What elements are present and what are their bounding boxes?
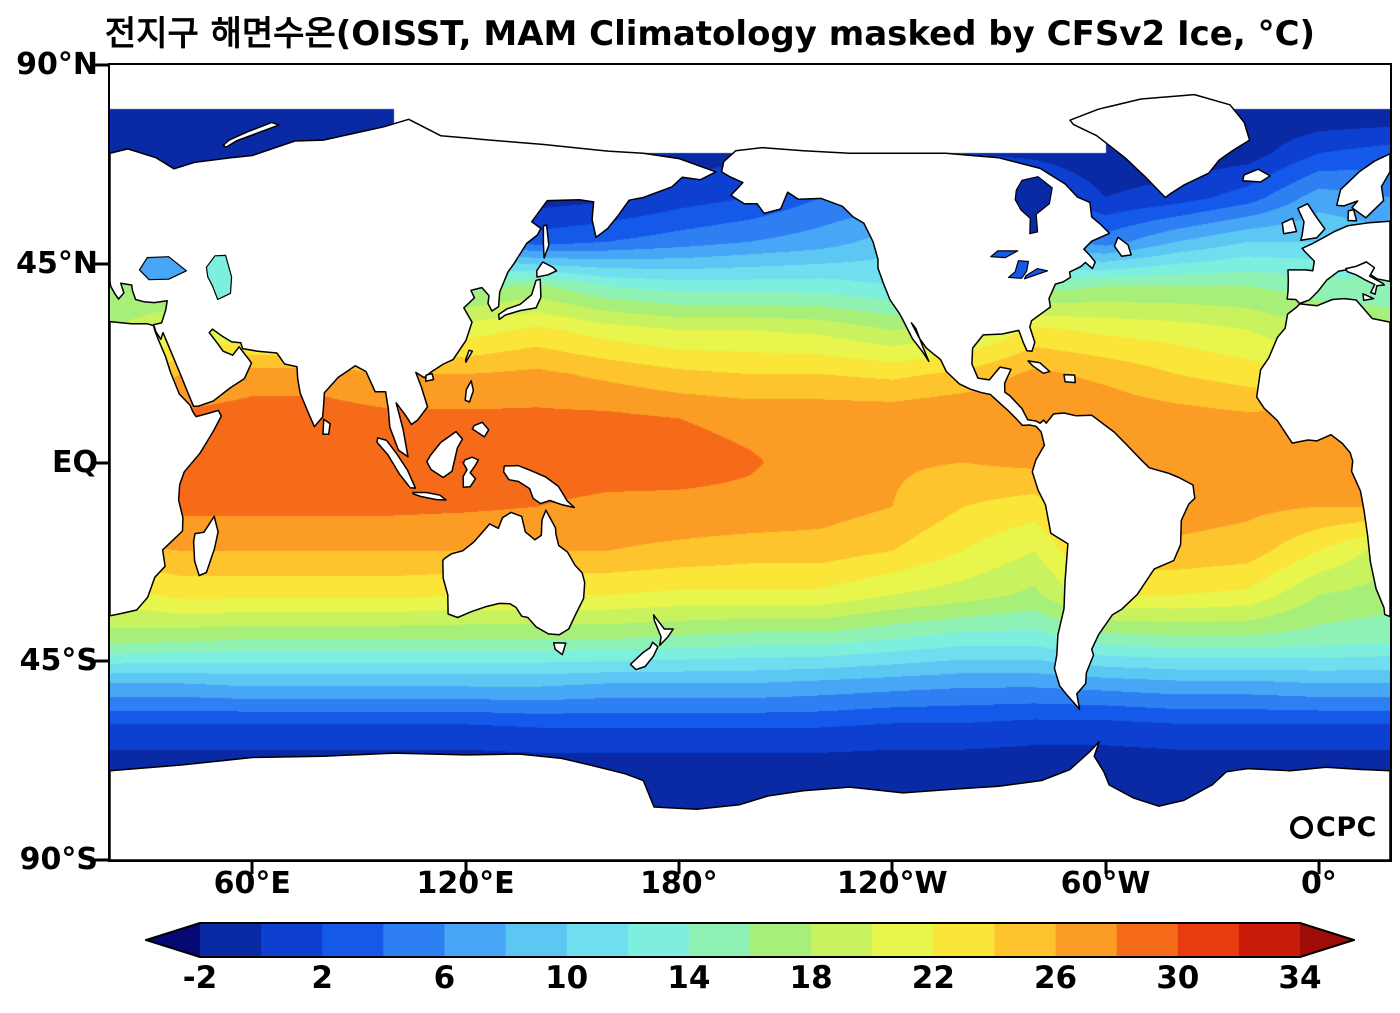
colorbar-tick-label: 18 bbox=[789, 960, 833, 996]
landmass-ireland bbox=[1281, 217, 1298, 235]
landmass-italy bbox=[1345, 261, 1386, 295]
landmass-mindanao bbox=[471, 421, 490, 438]
landmass-sakhalin bbox=[542, 224, 550, 259]
colorbar-band bbox=[811, 922, 873, 958]
x-axis-tick bbox=[890, 861, 894, 874]
landmass-scandinavia bbox=[1335, 153, 1390, 219]
colorbar-band bbox=[383, 922, 446, 958]
colorbar-tick-label: 6 bbox=[433, 960, 456, 996]
landmass-nz-south bbox=[629, 641, 659, 671]
colorbar-tick-label: 2 bbox=[311, 960, 334, 996]
lake-black_sea bbox=[138, 256, 187, 281]
x-axis-tick bbox=[1104, 861, 1108, 874]
colorbar-band bbox=[444, 922, 507, 958]
map-plot: CPC bbox=[108, 63, 1392, 862]
landmass-novaya-zemlya bbox=[222, 121, 280, 148]
landmass-antarctica bbox=[110, 740, 1390, 860]
colorbar-over-arrow bbox=[1300, 922, 1355, 958]
colorbar-outline bbox=[145, 922, 1355, 958]
landmass-luzon bbox=[464, 380, 475, 403]
landmass-eurasia bbox=[110, 118, 717, 458]
colorbar-tick-label: 30 bbox=[1156, 960, 1200, 996]
figure-title: 전지구 해면수온(OISST, MAM Climatology masked b… bbox=[104, 14, 1316, 54]
colorbar-band bbox=[1177, 922, 1240, 958]
colorbar-tick-label: 26 bbox=[1033, 960, 1078, 996]
colorbar-band bbox=[627, 922, 690, 958]
y-axis-label: 90°N bbox=[16, 46, 98, 82]
colorbar-under-arrow bbox=[145, 922, 200, 958]
colorbar-band bbox=[566, 922, 629, 958]
colorbar-band bbox=[750, 922, 812, 958]
colorbar-band bbox=[322, 922, 384, 958]
colorbar-tick-label: 10 bbox=[545, 960, 589, 996]
lake-great_lakes bbox=[1023, 268, 1049, 280]
landmass-madagascar bbox=[192, 515, 219, 577]
landmass-iceland bbox=[1242, 168, 1271, 183]
y-axis-tick bbox=[95, 659, 108, 663]
colorbar-band bbox=[261, 922, 323, 958]
globe-icon bbox=[1290, 816, 1313, 839]
y-axis-tick bbox=[95, 262, 108, 266]
x-axis-tick bbox=[1317, 861, 1321, 874]
landmass-sicily bbox=[1362, 293, 1375, 302]
lake-great_lakes bbox=[1007, 260, 1029, 279]
landmass-sulawesi bbox=[462, 456, 480, 488]
y-axis-label: 90°S bbox=[19, 841, 98, 877]
colorbar-band bbox=[1055, 922, 1118, 958]
colorbar bbox=[145, 922, 1355, 958]
landmass-europe-west bbox=[1286, 220, 1390, 305]
cpc-logo: CPC bbox=[1290, 812, 1377, 843]
coastline-layer bbox=[110, 93, 1390, 860]
landmass-australia bbox=[442, 509, 586, 636]
x-axis-tick bbox=[677, 861, 681, 874]
landmass-newfoundland bbox=[1113, 236, 1132, 257]
y-axis-tick bbox=[95, 858, 108, 862]
colorbar-band bbox=[688, 922, 751, 958]
landmass-greenland bbox=[1069, 93, 1251, 199]
y-axis-label: 45°S bbox=[19, 643, 98, 679]
colorbar-band bbox=[200, 922, 262, 958]
colorbar-tick-label: 14 bbox=[667, 960, 711, 996]
landmass-africa-west bbox=[1255, 297, 1390, 618]
landmass-americas bbox=[720, 146, 1196, 711]
landmass-japan-hokkaido bbox=[535, 261, 558, 278]
colorbar-band bbox=[1116, 922, 1179, 958]
landmass-denmark bbox=[1347, 209, 1358, 222]
landmass-taiwan bbox=[464, 349, 474, 363]
landmass-sri-lanka bbox=[322, 418, 331, 435]
x-axis-tick bbox=[464, 861, 468, 874]
colorbar-band bbox=[1238, 922, 1301, 958]
landmass-borneo bbox=[426, 430, 464, 479]
colorbar-band bbox=[933, 922, 996, 958]
landmass-cuba bbox=[1027, 360, 1051, 375]
lake-caspian_sea bbox=[205, 254, 233, 301]
landmass-africa-east bbox=[110, 320, 223, 617]
landmass-hainan bbox=[424, 372, 435, 382]
colorbar-tick-label: 22 bbox=[911, 960, 955, 996]
landmass-new-guinea bbox=[502, 464, 576, 509]
landmass-britain bbox=[1297, 202, 1326, 242]
landmass-tasmania bbox=[552, 641, 567, 656]
cpc-logo-text: CPC bbox=[1316, 812, 1377, 843]
lake-hudson_bay bbox=[1014, 176, 1053, 235]
x-axis-tick bbox=[250, 861, 254, 874]
landmass-japan-honshu bbox=[497, 278, 542, 321]
colorbar-band bbox=[505, 922, 568, 958]
landmass-hispaniola bbox=[1063, 373, 1077, 384]
y-axis-tick bbox=[95, 461, 108, 464]
landmass-sumatra bbox=[376, 437, 417, 489]
landmass-java bbox=[412, 491, 447, 501]
colorbar-band bbox=[872, 922, 934, 958]
y-axis-label: 45°N bbox=[16, 245, 98, 281]
y-axis-tick bbox=[95, 63, 108, 67]
lake-great_lakes bbox=[990, 250, 1019, 259]
colorbar-band bbox=[994, 922, 1057, 958]
colorbar-tick-label: -2 bbox=[182, 960, 218, 996]
colorbar-tick-label: 34 bbox=[1278, 960, 1322, 996]
landmass-nz-north bbox=[652, 614, 674, 647]
y-axis-label: EQ bbox=[52, 444, 98, 480]
